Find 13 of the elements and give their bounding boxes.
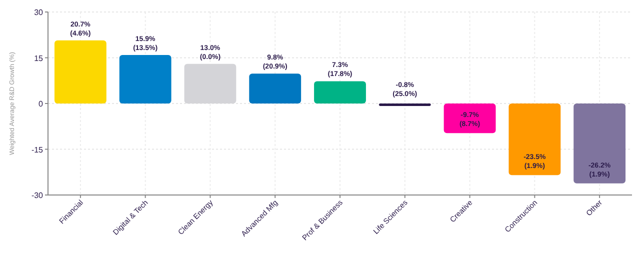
bar — [249, 74, 302, 104]
bar — [184, 64, 236, 104]
y-tick-label: -30 — [31, 191, 44, 200]
y-tick-label: -15 — [31, 145, 44, 154]
bar — [314, 81, 366, 104]
bar — [574, 104, 626, 184]
bar — [119, 55, 172, 104]
y-tick-label: 15 — [34, 54, 44, 63]
bar — [54, 40, 106, 104]
y-tick-label: 30 — [34, 8, 44, 17]
bar — [444, 104, 496, 134]
y-tick-label: 0 — [38, 100, 44, 108]
bar — [508, 104, 561, 176]
